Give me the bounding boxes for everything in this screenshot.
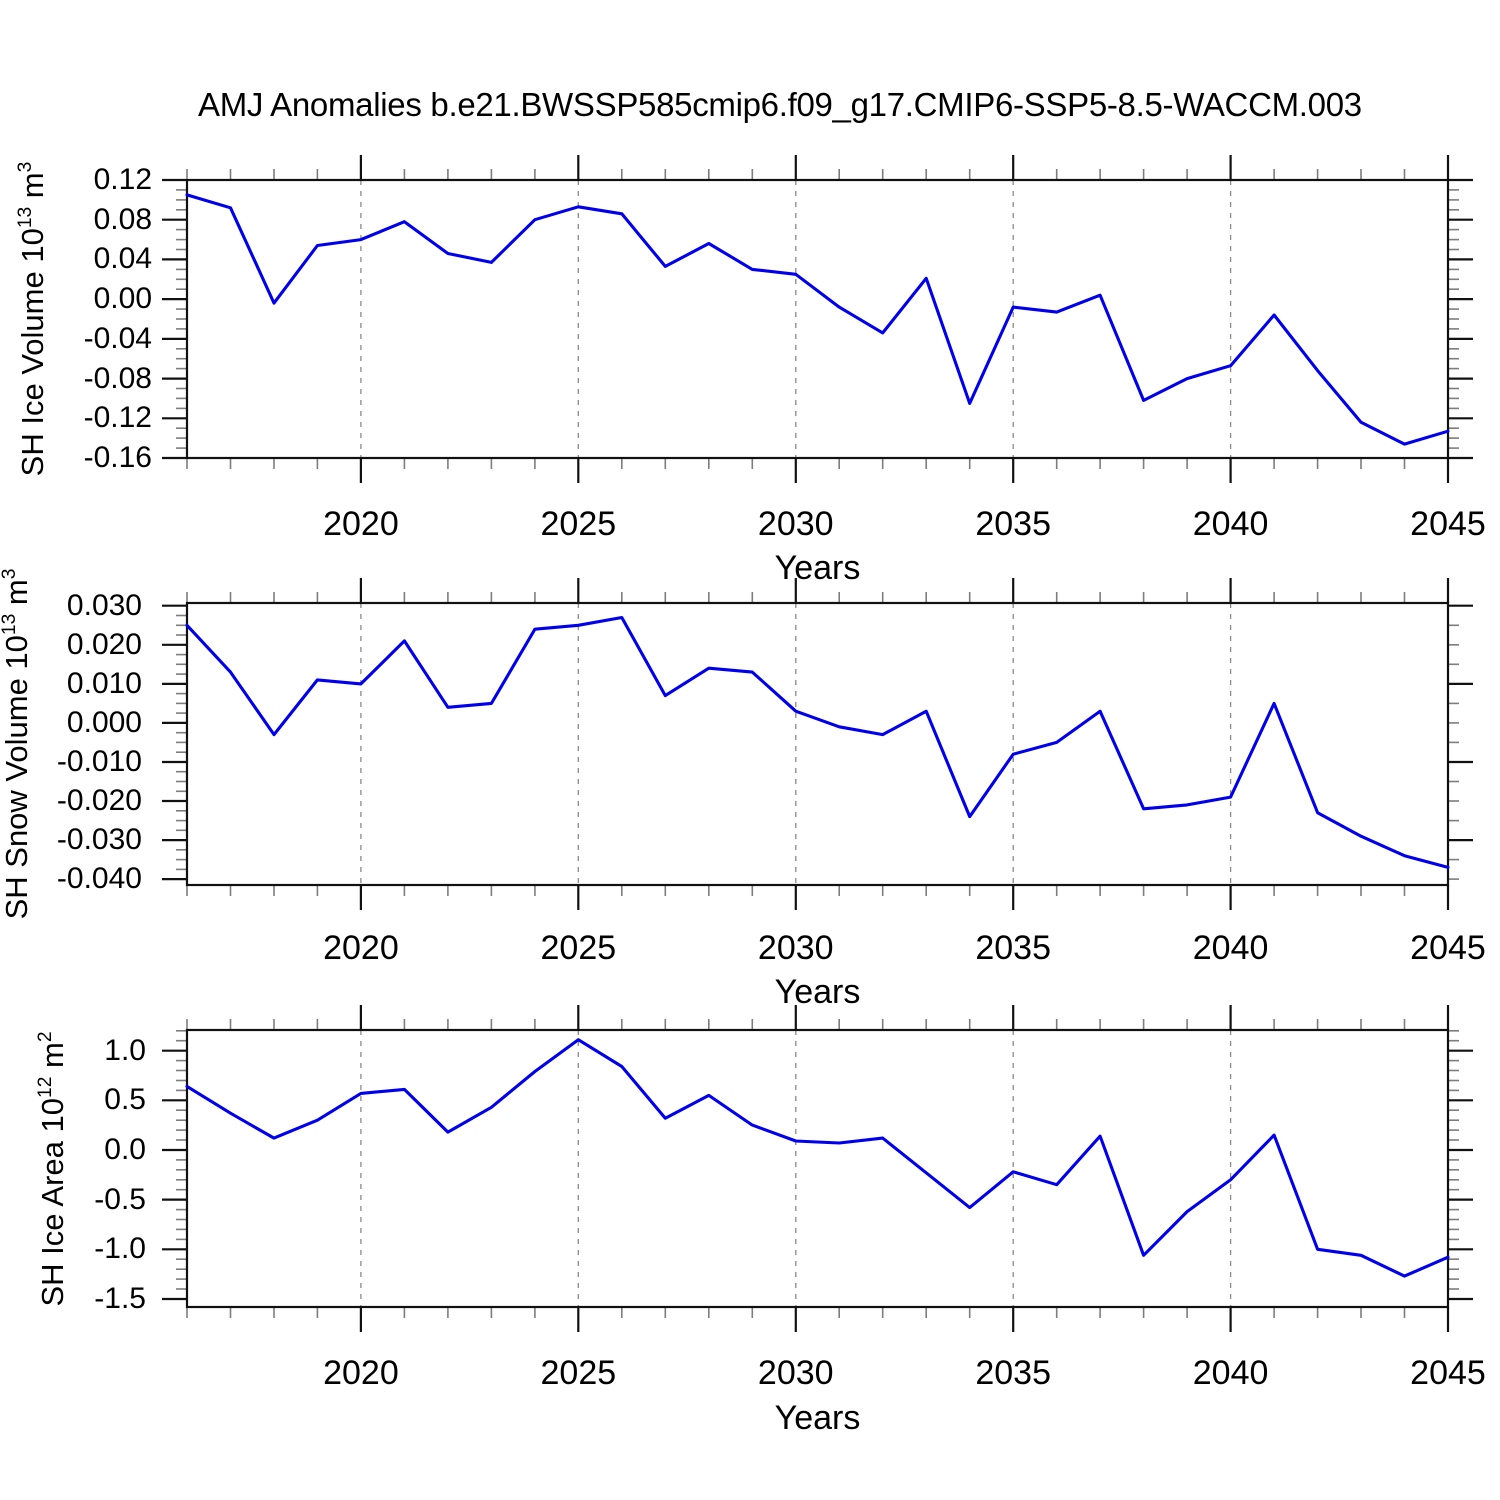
x-tick-label: 2030	[757, 1354, 834, 1392]
panel-frame	[185, 1028, 1450, 1309]
y-tick-label: 0.020	[66, 627, 142, 661]
x-tick-label: 2020	[323, 929, 399, 967]
x-tick-label: 2030	[757, 505, 834, 543]
panel-frame	[185, 178, 1450, 460]
x-tick-label: 2045	[1410, 929, 1486, 967]
x-tick-label: 2020	[323, 505, 399, 543]
y-tick-label: 0.010	[66, 666, 142, 700]
y-tick-label: 0.000	[66, 705, 142, 739]
x-tick-label: 2040	[1192, 929, 1269, 967]
x-tick-label: 2025	[540, 929, 617, 967]
y-axis-title-text: SH Ice Volume 10	[14, 228, 50, 477]
x-tick-label: 2035	[975, 1354, 1051, 1392]
y-tick-label: -0.5	[94, 1182, 146, 1216]
sh-ice-area-line	[185, 1038, 1450, 1278]
y-axis-title-superscript: 3	[0, 568, 21, 580]
y-tick-label: -0.12	[83, 401, 152, 435]
y-axis-title-superscript: 12	[35, 1076, 57, 1098]
x-tick-label: 2025	[540, 1354, 617, 1392]
x-axis-title: Years	[774, 973, 861, 1011]
y-tick-label: 0.5	[104, 1083, 146, 1117]
y-axis-title-superscript: 3	[15, 161, 37, 173]
y-tick-label: -0.04	[83, 321, 152, 355]
y-axis-title-superscript: 13	[0, 613, 21, 636]
y-tick-label: -0.040	[56, 862, 142, 896]
x-axis-title: Years	[774, 1399, 861, 1437]
sh-snow-volume-panel	[162, 578, 1473, 910]
x-tick-label: 2020	[323, 1354, 399, 1392]
y-axis-title-text: SH Snow Volume 10	[0, 635, 34, 920]
x-tick-label: 2035	[975, 505, 1051, 543]
y-tick-label: 0.04	[93, 242, 152, 276]
y-axis-title-text: m	[0, 579, 34, 614]
sh-snow-volume-line	[185, 615, 1450, 869]
y-axis-title-text: SH Ice Area 10	[34, 1097, 70, 1307]
x-tick-label: 2045	[1410, 1354, 1486, 1392]
sh-ice-volume-panel	[162, 155, 1473, 483]
x-tick-label: 2035	[975, 929, 1051, 967]
y-tick-label: -0.16	[83, 441, 152, 474]
x-axis-title: Years	[774, 549, 861, 587]
y-axis-title: SH Ice Area 1012 m2	[30, 1030, 70, 1307]
y-axis-title-superscript: 2	[35, 1030, 57, 1042]
y-tick-label: 0.00	[93, 282, 152, 316]
y-tick-label: -1.0	[94, 1232, 146, 1266]
y-axis-title: SH Snow Volume 1013 m3	[0, 568, 34, 920]
y-tick-label: 0.030	[66, 588, 142, 622]
page-title: AMJ Anomalies b.e21.BWSSP585cmip6.f09_g1…	[198, 86, 1362, 123]
y-tick-label: 0.0	[104, 1132, 146, 1166]
y-tick-label: -0.030	[56, 823, 142, 857]
y-tick-label: -0.020	[56, 784, 142, 818]
y-axis-title: SH Ice Volume 1013 m3	[10, 161, 50, 477]
y-tick-label: 1.0	[104, 1033, 146, 1067]
y-axis-title-superscript: 13	[15, 206, 37, 229]
x-tick-label: 2045	[1410, 505, 1486, 543]
sh-ice-volume-line	[185, 193, 1450, 446]
panel-frame	[185, 601, 1450, 887]
x-tick-label: 2025	[540, 505, 617, 543]
y-tick-label: 0.08	[93, 202, 152, 236]
y-axis-title-text: m	[14, 172, 50, 207]
y-tick-label: -0.08	[83, 361, 152, 395]
y-tick-label: -1.5	[94, 1281, 146, 1315]
y-tick-label: 0.12	[93, 163, 152, 196]
y-axis-title-text: m	[34, 1041, 70, 1077]
x-tick-label: 2040	[1192, 1354, 1269, 1392]
x-tick-label: 2040	[1192, 505, 1269, 543]
y-tick-label: -0.010	[56, 744, 142, 778]
x-tick-label: 2030	[757, 929, 834, 967]
sh-ice-area-panel	[162, 1005, 1473, 1332]
